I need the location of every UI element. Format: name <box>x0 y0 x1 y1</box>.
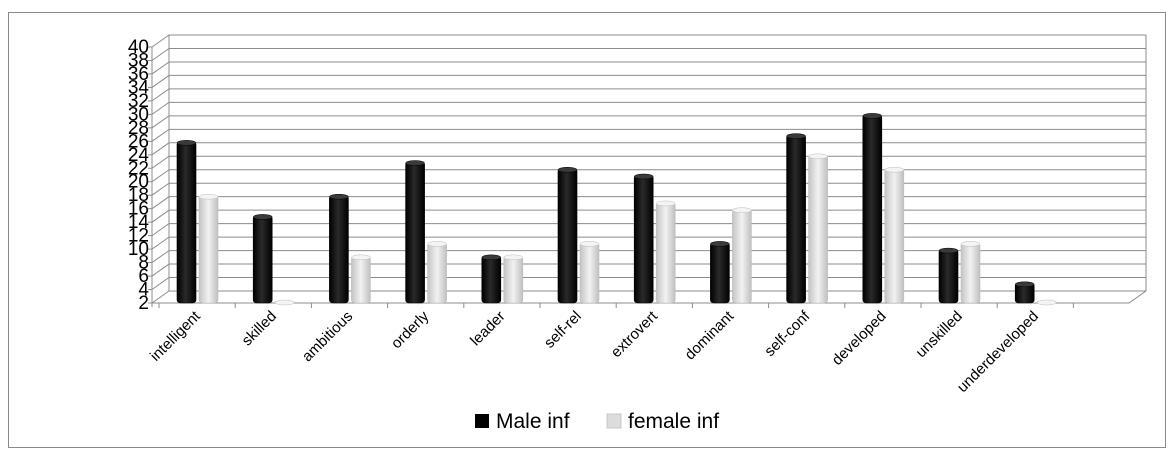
bar <box>329 194 349 304</box>
x-category-label: self-conf <box>761 307 814 360</box>
bar-cap <box>808 153 828 160</box>
gridline <box>151 128 1146 142</box>
y-tick-label: 30 <box>128 104 149 125</box>
y-tick-label: 28 <box>128 118 149 139</box>
bar <box>732 208 752 304</box>
bar-cap <box>405 160 425 166</box>
bar <box>427 242 447 304</box>
x-category-label: intelligent <box>147 307 204 364</box>
legend-swatch-female <box>606 413 622 429</box>
bar-cap <box>960 241 981 247</box>
bar <box>786 134 806 304</box>
y-tick-label: 12 <box>128 226 149 247</box>
bar <box>351 255 371 304</box>
bar-cap <box>710 241 730 247</box>
y-tick-label: 40 <box>128 37 149 58</box>
y-tick-label: 4 <box>138 280 149 301</box>
gridline <box>151 88 1146 102</box>
x-axis-line <box>152 290 1147 304</box>
bar <box>579 242 600 304</box>
bar <box>252 215 273 304</box>
y-tick-label: 22 <box>128 158 149 179</box>
bar-cap <box>198 193 219 200</box>
gridline <box>151 115 1146 129</box>
x-category-label: leader <box>467 308 509 350</box>
y-tick-label: 36 <box>128 64 149 85</box>
y-tick-label: 16 <box>128 199 149 220</box>
bar-cap <box>1036 299 1057 306</box>
bar <box>557 167 578 304</box>
bars <box>176 113 1057 306</box>
bar-cap <box>732 207 752 213</box>
bar <box>808 154 828 304</box>
gridline <box>151 101 1146 115</box>
bar-cap <box>862 113 883 119</box>
y-tick-label: 20 <box>128 172 149 193</box>
bar-cap <box>176 140 197 146</box>
bar-cap <box>274 299 295 306</box>
bar-cap <box>786 133 806 139</box>
bar <box>176 141 197 304</box>
bar-cap <box>579 241 600 247</box>
x-category-label: underdeveloped <box>954 308 1042 396</box>
x-category-label: unskilled <box>913 308 966 361</box>
gridline <box>151 74 1146 88</box>
y-tick-label: 10 <box>128 239 149 260</box>
bar-cap <box>557 167 578 173</box>
x-category-label: dominant <box>682 307 738 363</box>
bar <box>633 174 654 304</box>
legend-swatch-male <box>475 414 489 428</box>
bar-cap <box>655 200 676 207</box>
x-category-label: skilled <box>239 308 280 349</box>
bar <box>503 255 524 304</box>
y-tick-label: 6 <box>138 266 149 287</box>
gridline <box>151 34 1146 48</box>
y-tick-label: 14 <box>128 212 150 233</box>
bar-cap <box>329 193 349 200</box>
x-category-label: extrovert <box>608 307 662 361</box>
bar-cap <box>1014 281 1035 288</box>
y-tick-label: 38 <box>128 50 149 71</box>
legend-label-female: female inf <box>628 410 719 433</box>
gridline <box>151 61 1146 75</box>
x-category-label: orderly <box>388 307 433 352</box>
y-tick-label: 24 <box>128 145 150 166</box>
chart-frame: 2 4 6 8 10 12 14 16 18 20 22 24 26 28 30 32 34 36 38 40 int… <box>8 12 1166 448</box>
y-tick-label: 2 <box>138 293 149 314</box>
legend-label-male: Male inf <box>496 410 570 433</box>
bar <box>884 167 905 304</box>
bar-cap <box>633 173 654 180</box>
bar-cap <box>252 214 273 220</box>
y-tick-label: 18 <box>128 185 149 206</box>
bar <box>710 242 730 304</box>
bar <box>481 255 502 304</box>
x-category-label: developed <box>829 308 890 369</box>
bar-cap <box>938 247 959 254</box>
bar <box>198 194 219 304</box>
gridline <box>151 142 1146 156</box>
y-tick-label: 8 <box>138 253 149 274</box>
category-labels: intelligent skilled ambitious orderly leader… <box>147 307 1042 396</box>
bar-cap <box>481 254 502 261</box>
bar-cap <box>884 167 905 173</box>
bar <box>405 161 425 304</box>
bar-cap <box>351 254 371 261</box>
bar-cap <box>503 254 524 261</box>
gridline <box>151 155 1146 169</box>
legend: Male inf female inf <box>475 410 719 433</box>
y-tick-label: 34 <box>128 77 150 98</box>
bar-cap <box>427 241 447 247</box>
bar <box>655 201 676 304</box>
bar <box>862 114 883 304</box>
y-tick-label: 32 <box>128 91 149 112</box>
y-tick-label: 26 <box>128 131 149 152</box>
bar <box>938 248 959 304</box>
bar <box>960 242 981 304</box>
x-category-label: ambitious <box>299 308 356 365</box>
gridline <box>151 47 1146 61</box>
x-category-label: self-rel <box>541 308 585 352</box>
